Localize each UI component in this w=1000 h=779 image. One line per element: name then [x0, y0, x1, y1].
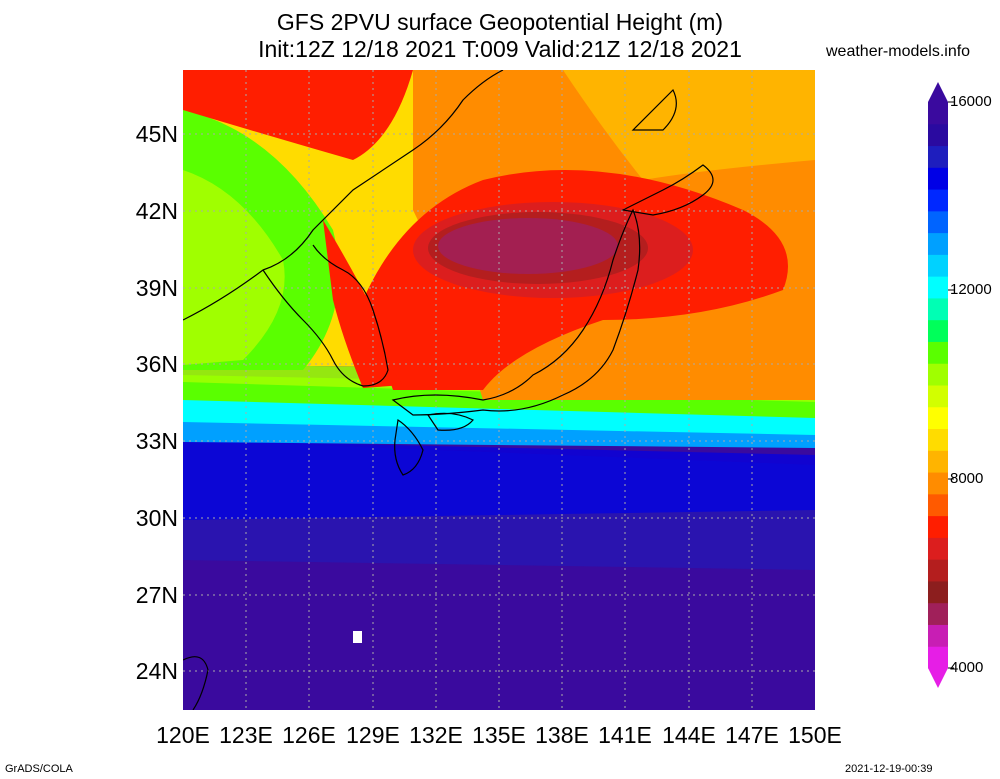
colorbar-segment	[928, 646, 948, 669]
coast-hokkaido	[621, 164, 714, 216]
colorbar-segment	[928, 450, 948, 473]
colorbar-segment	[928, 493, 948, 517]
colorbar-segment	[928, 602, 948, 625]
colorbar-segment	[928, 145, 948, 168]
coast-korea	[262, 244, 389, 387]
colorbar-segment	[928, 624, 948, 647]
missing-data-spot	[353, 631, 362, 643]
lat-label-36n: 36N	[135, 351, 178, 377]
colorbar-top-arrow	[928, 82, 948, 102]
lat-label-30n: 30N	[135, 505, 178, 531]
colorbar-segment	[928, 276, 948, 299]
lat-label-33n: 33N	[135, 428, 178, 454]
colorbar-segment	[928, 189, 948, 212]
map-plot-area	[183, 70, 815, 710]
lat-label-42n: 42N	[135, 198, 178, 224]
lon-label-123e: 123E	[219, 722, 273, 748]
colorbar-segment	[928, 363, 948, 386]
colorbar-segment	[928, 341, 948, 364]
colorbar-segment	[928, 385, 948, 408]
lon-label-141e: 141E	[598, 722, 652, 748]
colorbar-label-16000: 16000	[950, 93, 992, 110]
lon-label-138e: 138E	[535, 722, 589, 748]
map-title: GFS 2PVU surface Geopotential Height (m)	[276, 9, 724, 35]
colorbar-segment	[928, 123, 948, 147]
lat-label-24n: 24N	[135, 658, 178, 684]
colorbar-segment	[928, 559, 948, 582]
lon-label-144e: 144E	[662, 722, 716, 748]
colorbar-segment	[928, 472, 948, 495]
colorbar-segment	[928, 406, 948, 430]
site-credit[interactable]: weather-models.info	[826, 43, 971, 60]
lon-label-132e: 132E	[409, 722, 463, 748]
coast-taiwan	[183, 656, 209, 710]
colorbar-segment	[928, 537, 948, 560]
lon-label-126e: 126E	[282, 722, 336, 748]
field-red-northwest	[183, 70, 413, 160]
lon-label-120e: 120E	[156, 722, 210, 748]
colorbar-label-8000: 8000	[950, 470, 984, 487]
field-lightgreen-west	[183, 170, 285, 365]
lon-label-135e: 135E	[472, 722, 526, 748]
geopotential-field	[183, 70, 815, 710]
lat-label-45n: 45N	[135, 121, 178, 147]
coastlines	[183, 70, 714, 710]
lat-label-39n: 39N	[135, 275, 178, 301]
map-subtitle: Init:12Z 12/18 2021 T:009 Valid:21Z 12/1…	[258, 36, 742, 62]
colorbar-segment	[928, 210, 948, 234]
coast-shikoku	[427, 412, 474, 431]
colorbar-segment	[928, 232, 948, 255]
colorbar-segment	[928, 428, 948, 451]
colorbar-segment	[928, 319, 948, 342]
colorbar-segment	[928, 254, 948, 277]
coast-honshu	[391, 208, 641, 416]
footer-timestamp: 2021-12-19-00:39	[845, 763, 933, 775]
coast-sakhalin	[631, 88, 677, 131]
colorbar-bottom-arrow	[928, 668, 948, 688]
colorbar-segment	[928, 102, 948, 125]
lon-label-129e: 129E	[346, 722, 400, 748]
footer-software: GrADS/COLA	[5, 763, 73, 775]
colorbar	[928, 82, 954, 688]
lat-label-27n: 27N	[135, 582, 178, 608]
colorbar-segment	[928, 167, 948, 190]
coast-mainland-asia	[183, 70, 504, 321]
colorbar-label-12000: 12000	[950, 281, 992, 298]
lat-lon-grid	[183, 70, 815, 710]
colorbar-label-4000: 4000	[950, 659, 984, 676]
field-red-corridor	[323, 220, 403, 388]
field-maroon-core	[438, 218, 618, 274]
lon-label-150e: 150E	[788, 722, 842, 748]
colorbar-segment	[928, 580, 948, 604]
lon-label-147e: 147E	[725, 722, 779, 748]
colorbar-segment	[928, 515, 948, 538]
colorbar-segment	[928, 297, 948, 321]
coast-kyushu	[394, 418, 424, 476]
